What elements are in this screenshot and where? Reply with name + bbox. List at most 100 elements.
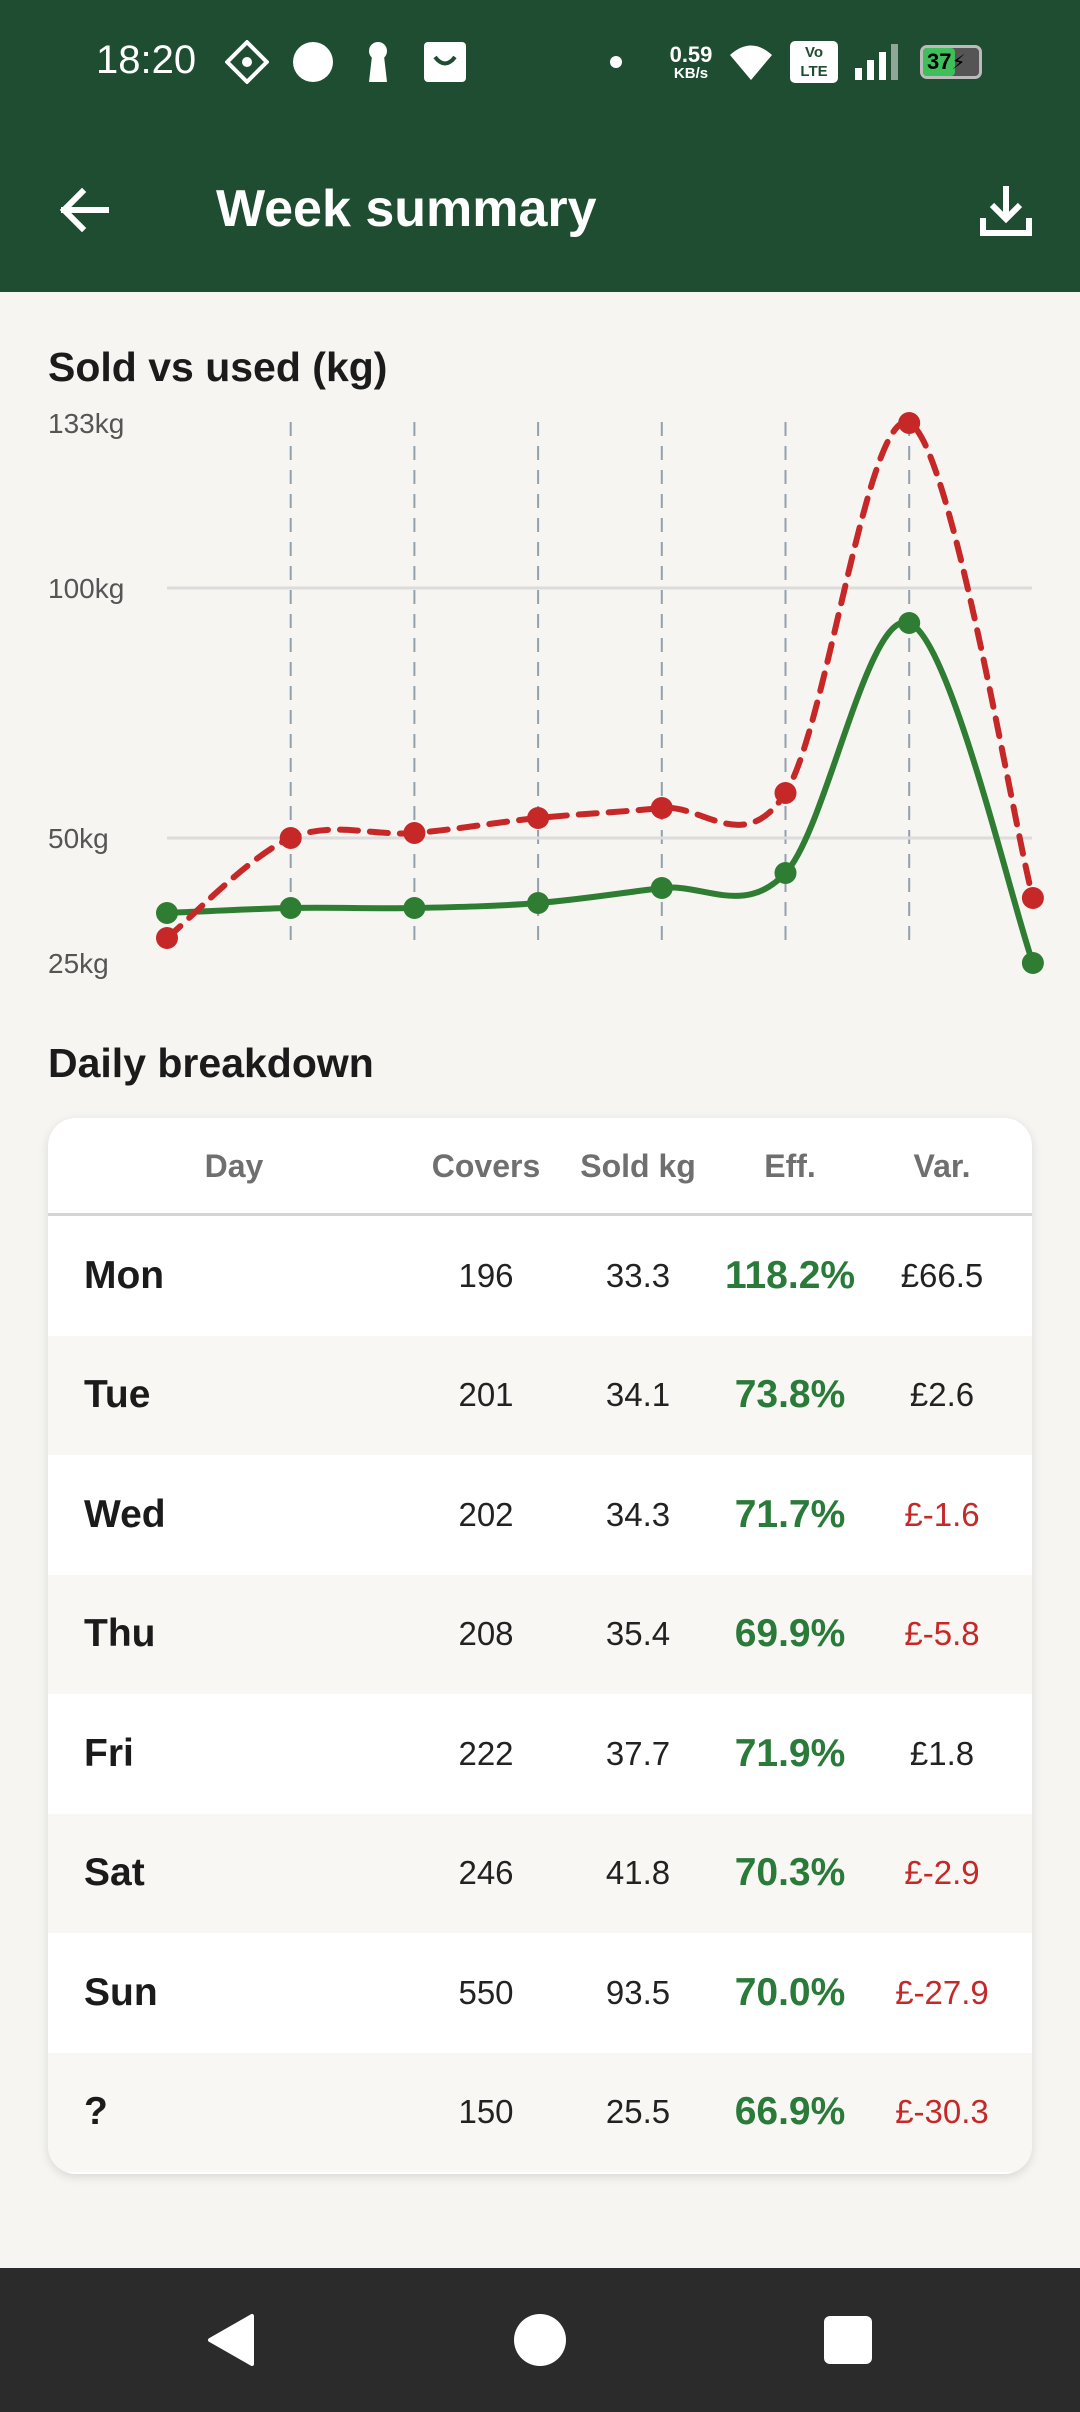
data-point-dashed	[156, 927, 178, 949]
data-point-dashed	[1021, 887, 1044, 909]
volte-label: Vo LTE	[790, 41, 838, 83]
table-row: Fri 222 37.7 71.9% £1.8	[48, 1694, 1032, 1814]
table-row: Sat 246 41.8 70.3% £-2.9	[48, 1813, 1032, 1933]
chart-title: Sold vs used (kg)	[48, 344, 388, 390]
shop-notification-icon	[420, 40, 470, 84]
cell-covers: 222	[458, 1734, 514, 1772]
cell-day: Wed	[84, 1492, 166, 1536]
cell-sold: 93.5	[605, 1973, 671, 2011]
cell-covers: 150	[458, 2093, 514, 2131]
sold-vs-used-chart: 133kg 100kg 50kg 25kg	[48, 408, 1044, 979]
cell-sold: 34.3	[605, 1495, 671, 1533]
cell-eff: 66.9%	[734, 2090, 846, 2134]
cell-covers: 201	[458, 1376, 514, 1414]
header-var: Var.	[913, 1148, 971, 1184]
data-point-dashed	[898, 412, 921, 434]
system-nav-bar	[0, 2268, 1080, 2412]
table-body: Mon 196 33.3 118.2% £66.5 Tue 201 34.1 73.8% £2.6…	[48, 1216, 1032, 2172]
header-sold: Sold kg	[580, 1148, 696, 1184]
data-point-solid	[898, 612, 921, 634]
table-row: Mon 196 33.3 118.2% £66.5	[48, 1216, 1032, 1336]
battery-level: 37	[927, 49, 952, 74]
data-point-solid	[1021, 952, 1044, 974]
status-time: 18:20	[96, 38, 197, 82]
battery-icon: 37 ⚡	[916, 40, 986, 84]
nav-back-button[interactable]	[190, 2300, 270, 2380]
nav-recents-button[interactable]	[808, 2300, 888, 2380]
net-speed: 0.59 KB/s	[660, 40, 722, 84]
triangle-back-icon	[208, 2314, 254, 2366]
data-point-solid	[650, 877, 673, 899]
signal-icon	[852, 40, 902, 84]
cell-day: Thu	[84, 1612, 156, 1656]
cell-eff: 71.7%	[734, 1492, 846, 1536]
data-point-dashed	[774, 782, 797, 804]
cell-eff: 71.9%	[734, 1731, 846, 1775]
net-speed-unit: KB/s	[673, 64, 709, 82]
arrow-left-icon	[59, 187, 109, 233]
table-row: ? 150 25.5 66.9% £-30.3	[48, 2052, 1032, 2172]
cell-var: £-27.9	[895, 1973, 989, 2011]
cell-var: £-1.6	[904, 1495, 980, 1533]
keyhole-notification-icon	[360, 40, 396, 84]
cell-day: Sat	[84, 1851, 145, 1895]
download-button[interactable]	[966, 170, 1046, 250]
data-point-solid	[774, 862, 797, 884]
dot-notification-icon	[604, 40, 628, 84]
y-tick-label: 100kg	[48, 573, 124, 604]
header-eff: Eff.	[764, 1148, 816, 1184]
cell-sold: 35.4	[605, 1615, 671, 1653]
square-recents-icon	[824, 2316, 872, 2364]
cell-eff: 69.9%	[734, 1612, 846, 1656]
back-button[interactable]	[44, 170, 124, 250]
y-tick-label: 50kg	[48, 823, 109, 854]
app-notification-icon	[222, 40, 272, 84]
cell-covers: 246	[458, 1854, 514, 1892]
app-bar: Week summary	[0, 124, 1080, 292]
y-tick-label: 133kg	[48, 408, 124, 439]
cell-day: ?	[84, 2090, 108, 2134]
table-header: Day Covers Sold kg Eff. Var.	[48, 1118, 1032, 1216]
wifi-icon	[728, 40, 774, 84]
cell-eff: 70.0%	[734, 1970, 846, 2014]
download-icon	[980, 186, 1032, 236]
cell-day: Mon	[84, 1253, 165, 1297]
cell-var: £-30.3	[895, 2093, 989, 2131]
cell-eff: 70.3%	[734, 1851, 846, 1895]
header-day: Day	[204, 1148, 264, 1184]
cell-var: £66.5	[900, 1256, 984, 1294]
cell-eff: 118.2%	[724, 1253, 856, 1297]
page-title: Week summary	[216, 180, 597, 238]
series-line-dashed	[164, 419, 1036, 941]
cell-eff: 73.8%	[734, 1373, 846, 1417]
cell-var: £2.6	[909, 1376, 975, 1414]
y-tick-label: 25kg	[48, 948, 109, 979]
data-point-dashed	[279, 827, 302, 849]
status-bar: 18:20 0.59 KB/s Vo LTE 37 ⚡	[0, 0, 1080, 124]
cell-var: £-5.8	[904, 1615, 980, 1653]
cell-sold: 33.3	[605, 1256, 671, 1294]
cell-covers: 550	[458, 1973, 514, 2011]
cell-day: Fri	[84, 1731, 134, 1775]
cell-covers: 208	[458, 1615, 514, 1653]
data-point-dashed	[403, 822, 426, 844]
breakdown-title: Daily breakdown	[48, 1040, 374, 1086]
cell-day: Sun	[84, 1970, 158, 2014]
data-point-solid	[279, 897, 302, 919]
cell-covers: 196	[458, 1256, 514, 1294]
table-row: Thu 208 35.4 69.9% £-5.8	[48, 1574, 1032, 1694]
circle-home-icon	[514, 2314, 566, 2366]
data-point-dashed	[527, 807, 550, 829]
breakdown-table: Day Covers Sold kg Eff. Var. Mon 196 33.3 1…	[48, 1118, 1032, 2174]
data-point-solid	[403, 897, 426, 919]
cell-day: Tue	[84, 1373, 151, 1417]
circle-notification-icon	[290, 40, 336, 84]
cell-var: £1.8	[909, 1734, 975, 1772]
data-point-solid	[527, 892, 550, 914]
cell-covers: 202	[458, 1495, 514, 1533]
cell-sold: 37.7	[605, 1734, 671, 1772]
nav-home-button[interactable]	[500, 2300, 580, 2380]
table-row: Wed 202 34.3 71.7% £-1.6	[48, 1455, 1032, 1575]
table-row: Sun 550 93.5 70.0% £-27.9	[48, 1933, 1032, 2053]
volte-badge: Vo LTE	[788, 40, 840, 84]
